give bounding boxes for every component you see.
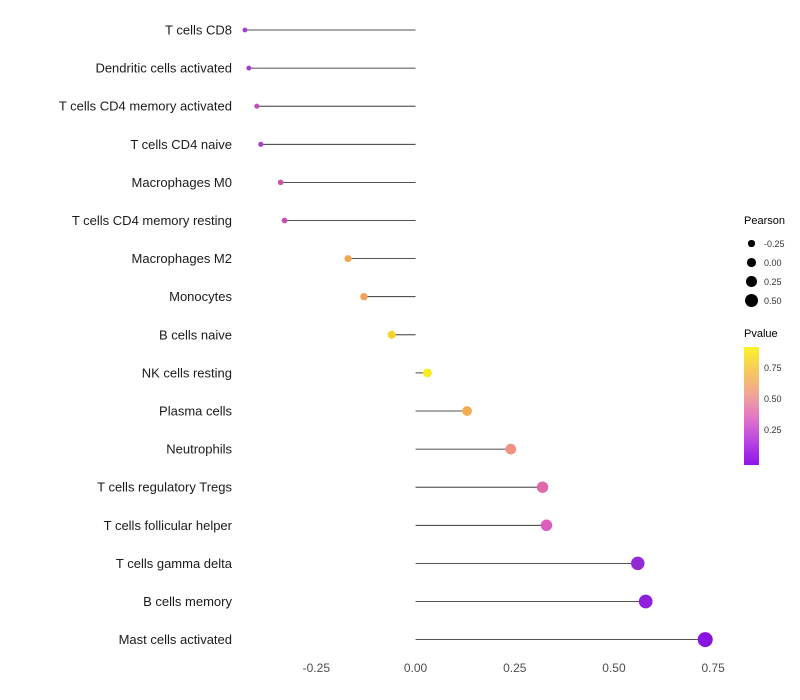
- pearson-legend-dot: [747, 258, 756, 267]
- pvalue-legend-label: 0.75: [764, 363, 782, 374]
- category-label: B cells memory: [143, 594, 232, 609]
- x-axis-tick-label: 0.50: [602, 661, 626, 675]
- lollipop-dot: [387, 330, 396, 339]
- lollipop-dot: [631, 556, 645, 571]
- lollipop-dot: [505, 443, 517, 455]
- pvalue-legend-title: Pvalue: [744, 328, 778, 340]
- lollipop-dot: [344, 255, 352, 263]
- lollipop-dot: [638, 594, 653, 609]
- pearson-legend-entry: 0.00: [744, 253, 785, 272]
- pearson-legend-label: -0.25: [764, 238, 785, 249]
- pvalue-gradient-bar: [744, 347, 759, 465]
- category-label: T cells CD4 naive: [130, 137, 232, 152]
- category-label: T cells gamma delta: [116, 556, 233, 571]
- category-label: B cells naive: [159, 327, 232, 342]
- pearson-legend-entries: -0.25 0.00 0.25 0.50: [744, 234, 785, 310]
- category-label: T cells CD8: [165, 23, 232, 38]
- pearson-legend-dot: [746, 276, 757, 287]
- pvalue-gradient-labels: 0.75 0.50 0.25: [759, 347, 793, 465]
- x-axis-tick-label: -0.25: [303, 661, 331, 675]
- category-label: Plasma cells: [159, 404, 232, 419]
- pearson-legend-label: 0.25: [764, 276, 782, 287]
- pearson-legend-entry: 0.25: [744, 272, 785, 291]
- pearson-legend-entry: -0.25: [744, 234, 785, 253]
- category-label: T cells CD4 memory resting: [72, 213, 232, 228]
- pvalue-legend-label: 0.25: [764, 424, 782, 435]
- pearson-legend-title: Pearson: [744, 215, 785, 227]
- category-label: NK cells resting: [142, 365, 232, 380]
- category-label: Neutrophils: [166, 442, 232, 457]
- category-label: Macrophages M0: [132, 175, 232, 190]
- lollipop-dot: [360, 292, 368, 301]
- lollipop-dot: [536, 481, 549, 493]
- category-label: Monocytes: [169, 289, 232, 304]
- lollipop-dot: [246, 65, 252, 71]
- lollipop-dot: [242, 27, 248, 33]
- pearson-legend-dot: [745, 294, 758, 307]
- lollipop-dot: [281, 217, 288, 224]
- x-axis-tick-label: 0.00: [404, 661, 428, 675]
- pvalue-legend-label: 0.50: [764, 393, 782, 404]
- category-label: T cells CD4 memory activated: [59, 99, 232, 114]
- pearson-legend-label: 0.00: [764, 257, 782, 268]
- category-label: Dendritic cells activated: [95, 61, 232, 76]
- lollipop-dot: [697, 632, 713, 648]
- pearson-legend-entry: 0.50: [744, 291, 785, 310]
- lollipop-dot: [258, 141, 264, 147]
- lollipop-dot: [423, 368, 432, 378]
- lollipop-dot: [254, 103, 260, 109]
- pearson-size-legend: Pearson -0.25 0.00 0.25 0.50: [744, 215, 785, 310]
- category-label: Macrophages M2: [132, 251, 232, 266]
- x-axis-tick-label: 0.75: [701, 661, 725, 675]
- pearson-legend-dot: [748, 240, 755, 247]
- lollipop-dot: [277, 179, 284, 186]
- category-label: T cells follicular helper: [104, 518, 233, 533]
- category-label: Mast cells activated: [119, 632, 232, 647]
- pvalue-color-legend: Pvalue 0.75 0.50 0.25: [744, 328, 793, 465]
- x-axis-tick-label: 0.25: [503, 661, 527, 675]
- category-label: T cells regulatory Tregs: [97, 480, 232, 495]
- lollipop-dot: [540, 519, 553, 532]
- lollipop-dot: [462, 406, 472, 416]
- pearson-legend-label: 0.50: [764, 295, 782, 306]
